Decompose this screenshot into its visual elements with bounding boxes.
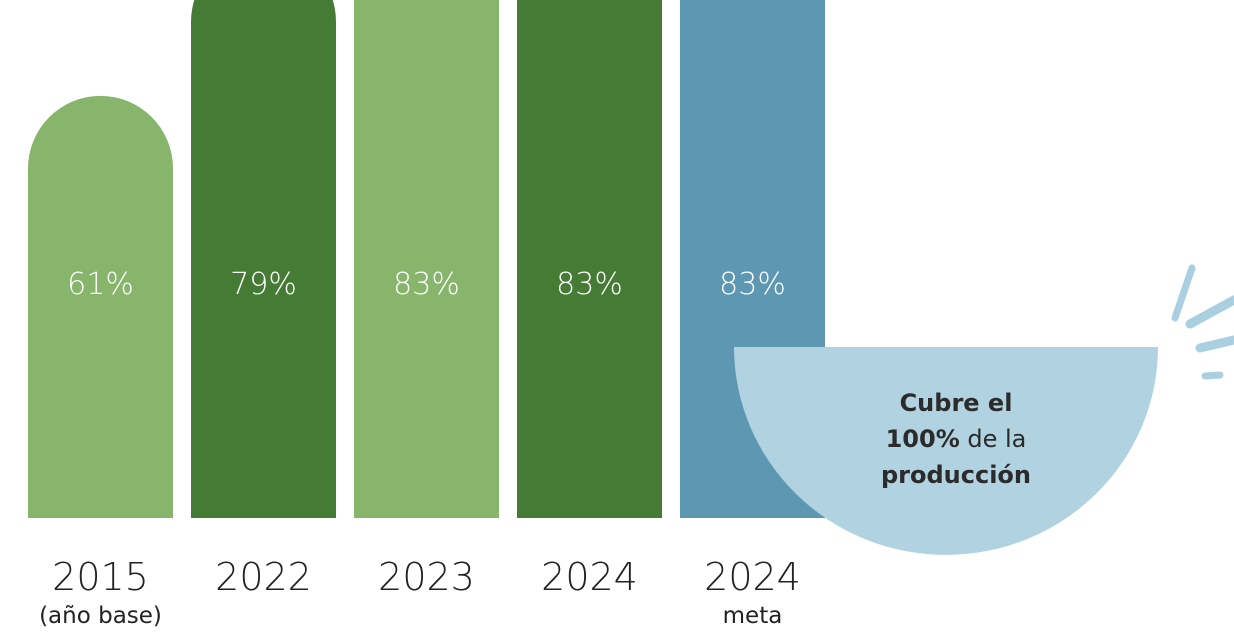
callout-line-3-bold: producción (881, 461, 1031, 489)
bar-0 (28, 95, 173, 518)
callout-text-line-2: 100% de la (886, 425, 1027, 453)
bars-layer: 61% 2015 (año base) 79% 2022 83% 2023 83% 2024 83… (28, 0, 825, 629)
accent-stroke-1 (1171, 264, 1196, 322)
accent-stroke-2 (1185, 295, 1234, 329)
callout: Cubre el 100% de la producción (734, 264, 1234, 555)
category-sublabel-0: (año base) (39, 603, 162, 629)
bar-3 (517, 0, 662, 518)
callout-half-circle (734, 347, 1158, 555)
category-label-3: 2024 (541, 555, 638, 599)
callout-text-line-1: Cubre el (900, 389, 1013, 417)
bar-value-label-0: 61% (67, 267, 134, 302)
category-label-2: 2023 (378, 555, 475, 599)
bar-2 (354, 0, 499, 518)
category-sublabel-4: meta (723, 603, 783, 629)
bar-value-label-3: 83% (556, 267, 623, 302)
accent-stroke-3 (1195, 335, 1234, 353)
callout-line-2-rest: de la (960, 425, 1027, 453)
callout-line-1-bold: Cubre el (900, 389, 1013, 417)
category-label-1: 2022 (215, 555, 312, 599)
category-label-4: 2024 (704, 555, 801, 599)
bar-value-label-2: 83% (393, 267, 460, 302)
callout-text-line-3: producción (881, 461, 1031, 489)
accent-stroke-4 (1201, 371, 1224, 380)
callout-line-2-bold: 100% (886, 425, 960, 453)
callout-accent-strokes (1171, 264, 1234, 380)
bar-1 (191, 0, 336, 518)
category-label-0: 2015 (52, 555, 149, 599)
bar-value-label-4: 83% (719, 267, 786, 302)
bar-value-label-1: 79% (230, 267, 297, 302)
